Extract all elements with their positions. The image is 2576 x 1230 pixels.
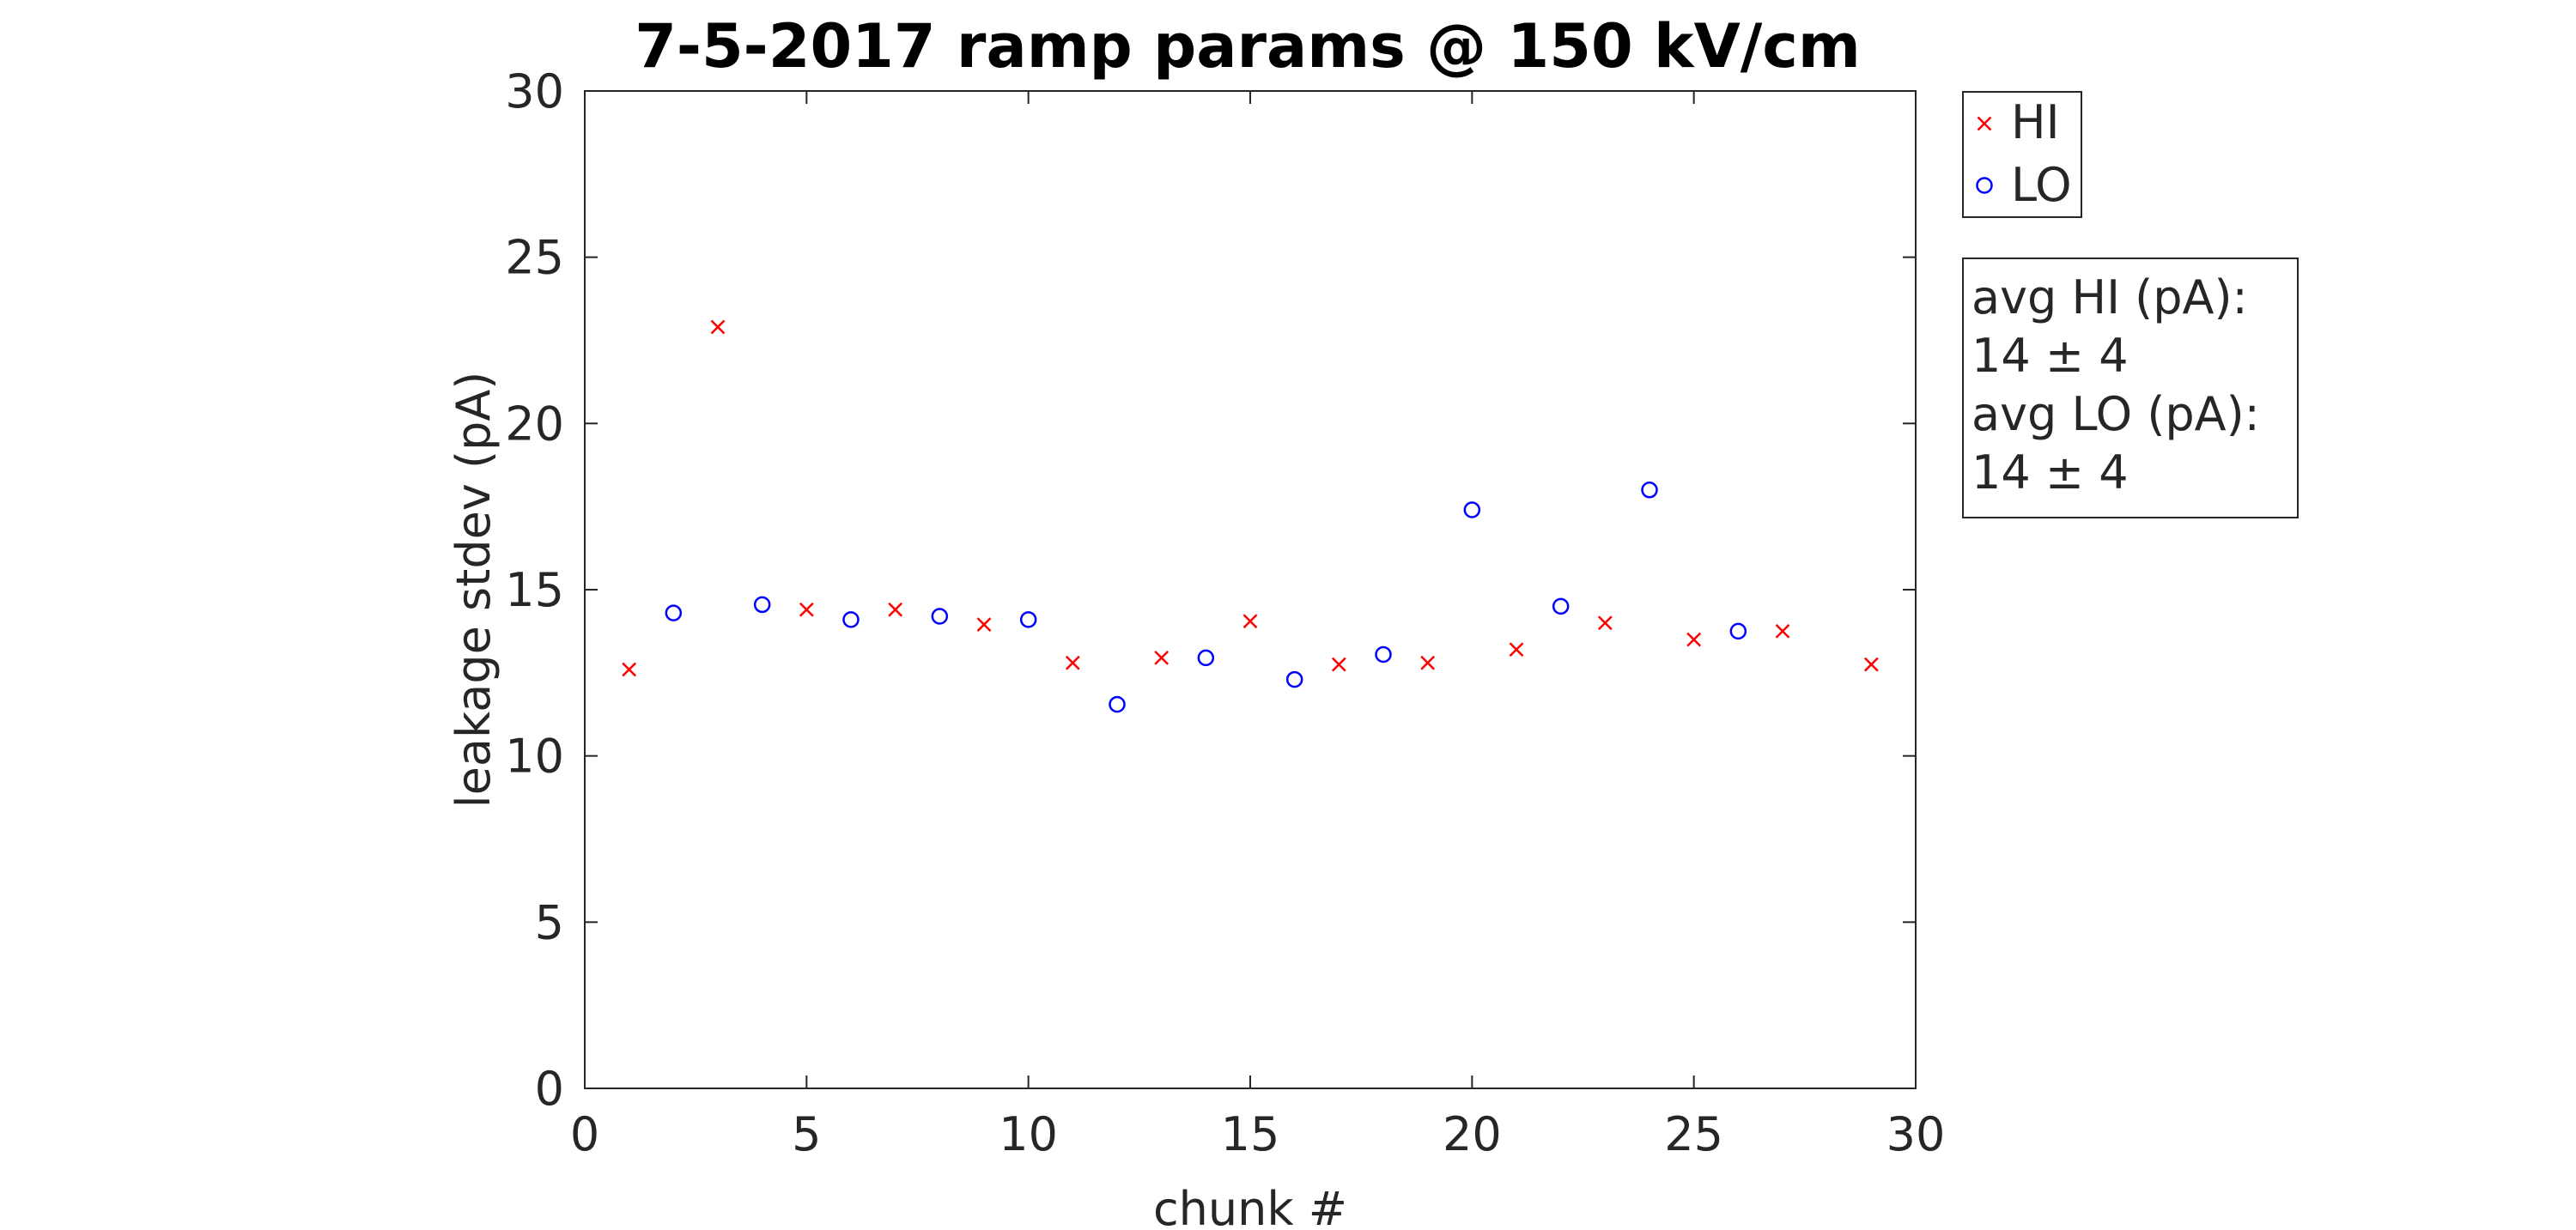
series-lo-point xyxy=(1641,482,1658,499)
series-hi-point xyxy=(1509,642,1524,657)
series-hi-point xyxy=(1331,657,1346,672)
annotation-box xyxy=(1962,258,2299,518)
series-hi-point-stroke-b xyxy=(1242,614,1258,629)
series-hi-point-stroke-b xyxy=(1065,655,1080,670)
series-lo-point xyxy=(1019,611,1037,628)
y-tick-label: 20 xyxy=(505,397,564,451)
legend-lo-label: LO xyxy=(2011,158,2072,212)
y-axis-label: leakage stdev (pA) xyxy=(447,372,501,809)
series-hi-point xyxy=(1242,614,1258,629)
series-hi-point-stroke-b xyxy=(710,319,726,335)
tick-layer: 0 5 10 15 20 25 30 0 5 10 15 20 25 30 xyxy=(505,64,1945,1161)
x-axis-label: chunk # xyxy=(1153,1182,1347,1230)
x-tick-label: 25 xyxy=(1664,1107,1723,1161)
series-lo-point xyxy=(1197,649,1215,667)
annotation-avg-lo-value: 14 ± 4 xyxy=(1971,445,2129,500)
series-hi-point xyxy=(1154,651,1170,665)
y-tick-label: 10 xyxy=(505,730,564,784)
series-hi-point xyxy=(799,602,814,617)
series-hi-point xyxy=(1686,632,1702,647)
legend-box xyxy=(1962,91,2082,218)
series-hi-point-stroke-b xyxy=(1863,657,1879,672)
annotation-avg-hi-value: 14 ± 4 xyxy=(1971,329,2129,383)
legend: HI LO xyxy=(1962,91,2082,218)
series-hi-point xyxy=(888,602,903,617)
series-hi-point-stroke-b xyxy=(1597,615,1613,631)
series-hi-point xyxy=(622,662,637,677)
series-lo-point xyxy=(1552,597,1570,615)
x-tick-label: 20 xyxy=(1443,1107,1502,1161)
y-tick-label: 0 xyxy=(535,1062,564,1116)
x-tick-label: 10 xyxy=(999,1107,1058,1161)
series-hi-point xyxy=(1775,624,1790,639)
y-tick-label: 25 xyxy=(505,231,564,285)
chart-title: 7-5-2017 ramp params @ 150 kV/cm xyxy=(635,11,1861,82)
series-lo-point xyxy=(931,608,949,625)
annotation-avg-hi-label: avg HI (pA): xyxy=(1971,270,2248,324)
series-lo-point xyxy=(1463,501,1481,518)
series-hi-point-stroke-b xyxy=(1331,657,1346,672)
x-tick-label: 30 xyxy=(1886,1107,1946,1161)
legend-hi-x-marker xyxy=(1977,116,1992,131)
series-lo-point xyxy=(1109,695,1126,713)
series-lo-point xyxy=(842,611,860,628)
legend-hi-x-marker-stroke-b xyxy=(1977,116,1992,131)
series-hi-point xyxy=(976,617,992,633)
series-hi-point-stroke-b xyxy=(1420,655,1436,670)
series-hi-point xyxy=(710,319,726,335)
average-annotation: avg HI (pA): 14 ± 4 avg LO (pA): 14 ± 4 xyxy=(1962,258,2299,518)
series-lo-point xyxy=(665,604,683,621)
series-hi-point-stroke-b xyxy=(1686,632,1702,647)
series-hi-point-stroke-b xyxy=(1154,651,1170,665)
series-hi-point-stroke-b xyxy=(888,602,903,617)
series-hi-point-stroke-b xyxy=(1775,624,1790,639)
legend-hi-marker xyxy=(1977,116,1992,131)
y-tick-label: 15 xyxy=(505,563,564,617)
x-tick-label: 0 xyxy=(570,1107,599,1161)
series-hi-point xyxy=(1597,615,1613,631)
series-hi-point-stroke-b xyxy=(1509,642,1524,657)
y-tick-label: 30 xyxy=(505,64,564,118)
y-tick-label: 5 xyxy=(535,895,564,949)
series-lo-point xyxy=(1285,670,1303,688)
x-tick-label: 15 xyxy=(1221,1107,1280,1161)
legend-lo-o-marker xyxy=(1976,177,1993,194)
series-hi-point-stroke-b xyxy=(622,662,637,677)
series-hi-point-stroke-b xyxy=(976,617,992,633)
legend-hi-label: HI xyxy=(2011,95,2060,149)
x-tick-label: 5 xyxy=(792,1107,821,1161)
series-lo-point xyxy=(753,596,771,614)
annotation-avg-lo-label: avg LO (pA): xyxy=(1971,387,2260,441)
series-lo-point xyxy=(1375,645,1392,663)
legend-lo-marker xyxy=(1976,177,1993,194)
series-hi-point xyxy=(1420,655,1436,670)
series-hi-point xyxy=(1863,657,1879,672)
series-lo-point xyxy=(1729,622,1747,640)
data-markers xyxy=(622,319,1879,713)
series-hi-point-stroke-b xyxy=(799,602,814,617)
series-hi-point xyxy=(1065,655,1080,670)
